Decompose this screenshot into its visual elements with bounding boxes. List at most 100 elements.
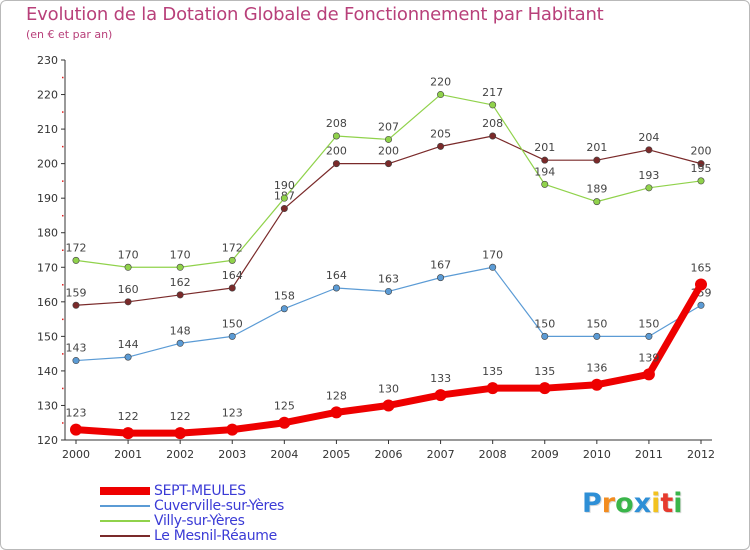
x-tick-label-2003: 2003 bbox=[218, 448, 246, 461]
legend-label-villy: Villy-sur-Yères bbox=[154, 513, 245, 529]
data-label-villy-sur-y-res-2005: 208 bbox=[326, 117, 347, 130]
y-tick-label-130: 130 bbox=[37, 399, 58, 412]
data-label-sept-meules-2012: 165 bbox=[691, 262, 712, 275]
data-label-sept-meules-2005: 128 bbox=[326, 389, 347, 402]
data-label-cuverville-sur-y-res-2001: 144 bbox=[118, 338, 139, 351]
data-point-sept-meules-2008 bbox=[486, 382, 499, 395]
y-minor-mark bbox=[62, 387, 64, 390]
data-label-cuverville-sur-y-res-2000: 143 bbox=[66, 342, 87, 355]
chart-title: Evolution de la Dotation Globale de Fonc… bbox=[26, 4, 604, 25]
legend-label-sept-meules: SEPT-MEULES bbox=[154, 483, 246, 499]
legend-swatch-mesnil bbox=[100, 535, 150, 537]
data-point-villy-sur-y-res-2007 bbox=[437, 91, 445, 99]
data-point-sept-meules-2011 bbox=[642, 368, 655, 381]
logo-letter: t bbox=[660, 488, 674, 519]
data-point-villy-sur-y-res-2001 bbox=[124, 263, 132, 271]
data-label-villy-sur-y-res-2001: 170 bbox=[118, 248, 139, 261]
x-tick-label-2011: 2011 bbox=[635, 448, 663, 461]
logo-letter: r bbox=[601, 488, 616, 519]
legend-label-mesnil: Le Mesnil-Réaume bbox=[154, 528, 277, 544]
proxiti-logo: Proxiti bbox=[582, 488, 683, 519]
data-label-villy-sur-y-res-2009: 194 bbox=[534, 165, 555, 178]
data-point-villy-sur-y-res-2008 bbox=[489, 101, 497, 109]
data-label-le-mesnil-r-aume-2012: 200 bbox=[691, 145, 712, 158]
y-tick-label-190: 190 bbox=[37, 192, 58, 205]
data-point-sept-meules-2003 bbox=[226, 423, 239, 436]
data-point-le-mesnil-r-aume-2002 bbox=[176, 291, 184, 299]
data-label-le-mesnil-r-aume-2002: 162 bbox=[170, 276, 191, 289]
data-point-le-mesnil-r-aume-2011 bbox=[645, 146, 653, 154]
data-point-le-mesnil-r-aume-2009 bbox=[541, 156, 549, 164]
data-label-villy-sur-y-res-2004: 190 bbox=[274, 179, 295, 192]
data-label-sept-meules-2007: 133 bbox=[430, 372, 451, 385]
data-label-cuverville-sur-y-res-2004: 158 bbox=[274, 290, 295, 303]
y-tick-label-200: 200 bbox=[37, 158, 58, 171]
data-point-le-mesnil-r-aume-2006 bbox=[384, 160, 392, 168]
data-point-le-mesnil-r-aume-2012 bbox=[697, 160, 705, 168]
data-point-cuverville-sur-y-res-2001 bbox=[124, 353, 132, 361]
data-label-le-mesnil-r-aume-2010: 201 bbox=[586, 141, 607, 154]
logo-letter: x bbox=[633, 488, 652, 519]
data-point-le-mesnil-r-aume-2004 bbox=[280, 205, 288, 213]
y-tick-label-210: 210 bbox=[37, 123, 58, 136]
y-tick-label-230: 230 bbox=[37, 54, 58, 67]
y-minor-mark bbox=[62, 284, 64, 286]
y-tick-label-220: 220 bbox=[37, 89, 58, 102]
x-tick-label-2002: 2002 bbox=[166, 448, 194, 461]
data-label-le-mesnil-r-aume-2009: 201 bbox=[534, 141, 555, 154]
data-label-sept-meules-2011: 139 bbox=[638, 351, 659, 364]
data-point-sept-meules-2009 bbox=[538, 382, 551, 395]
logo-letter: P bbox=[582, 488, 602, 519]
data-point-le-mesnil-r-aume-2000 bbox=[72, 301, 80, 309]
data-label-le-mesnil-r-aume-2001: 160 bbox=[118, 283, 139, 296]
data-point-cuverville-sur-y-res-2007 bbox=[437, 274, 445, 282]
data-point-villy-sur-y-res-2010 bbox=[593, 198, 601, 206]
data-point-villy-sur-y-res-2011 bbox=[645, 184, 653, 192]
data-point-cuverville-sur-y-res-2003 bbox=[228, 332, 236, 340]
data-label-le-mesnil-r-aume-2011: 204 bbox=[638, 131, 659, 144]
logo-letter: i bbox=[651, 488, 661, 519]
data-point-cuverville-sur-y-res-2006 bbox=[384, 287, 392, 295]
data-point-le-mesnil-r-aume-2008 bbox=[489, 132, 497, 140]
data-point-cuverville-sur-y-res-2002 bbox=[176, 339, 184, 347]
data-point-sept-meules-2002 bbox=[174, 427, 187, 440]
data-point-cuverville-sur-y-res-2009 bbox=[541, 332, 549, 340]
data-point-sept-meules-2005 bbox=[330, 406, 343, 419]
y-minor-mark bbox=[62, 422, 64, 424]
y-tick-label-150: 150 bbox=[37, 330, 58, 343]
data-label-sept-meules-2002: 122 bbox=[170, 410, 191, 423]
data-point-le-mesnil-r-aume-2010 bbox=[593, 156, 601, 164]
data-point-villy-sur-y-res-2005 bbox=[332, 132, 340, 140]
data-point-le-mesnil-r-aume-2001 bbox=[124, 298, 132, 306]
legend-label-cuverville: Cuverville-sur-Yères bbox=[154, 498, 285, 514]
logo-letter: o bbox=[615, 488, 634, 519]
data-label-cuverville-sur-y-res-2010: 150 bbox=[586, 317, 607, 330]
y-minor-mark bbox=[62, 180, 64, 182]
x-tick-label-2001: 2001 bbox=[114, 448, 142, 461]
data-label-cuverville-sur-y-res-2009: 150 bbox=[534, 317, 555, 330]
data-label-cuverville-sur-y-res-2007: 167 bbox=[430, 259, 451, 272]
chart-subtitle: (en € et par an) bbox=[26, 28, 113, 41]
data-label-le-mesnil-r-aume-2005: 200 bbox=[326, 145, 347, 158]
data-point-le-mesnil-r-aume-2003 bbox=[228, 284, 236, 292]
data-label-villy-sur-y-res-2002: 170 bbox=[170, 248, 191, 261]
data-point-cuverville-sur-y-res-2004 bbox=[280, 305, 288, 313]
y-minor-mark bbox=[62, 145, 64, 148]
data-point-sept-meules-2004 bbox=[278, 416, 291, 429]
y-tick-label-170: 170 bbox=[37, 261, 58, 274]
data-point-sept-meules-2000 bbox=[70, 423, 82, 436]
data-point-cuverville-sur-y-res-2011 bbox=[645, 332, 653, 340]
y-tick-label-160: 160 bbox=[37, 296, 58, 309]
y-tick-label-120: 120 bbox=[37, 434, 58, 447]
data-point-sept-meules-2001 bbox=[122, 427, 135, 440]
data-label-cuverville-sur-y-res-2006: 163 bbox=[378, 272, 399, 285]
legend-swatch-villy bbox=[100, 520, 150, 522]
data-point-villy-sur-y-res-2000 bbox=[72, 256, 80, 264]
data-point-cuverville-sur-y-res-2012 bbox=[697, 301, 705, 309]
legend-swatch-cuverville bbox=[100, 505, 150, 507]
x-tick-label-2007: 2007 bbox=[427, 448, 455, 461]
x-tick-label-2010: 2010 bbox=[583, 448, 611, 461]
x-tick-label-2009: 2009 bbox=[531, 448, 559, 461]
data-label-villy-sur-y-res-2000: 172 bbox=[66, 241, 87, 254]
